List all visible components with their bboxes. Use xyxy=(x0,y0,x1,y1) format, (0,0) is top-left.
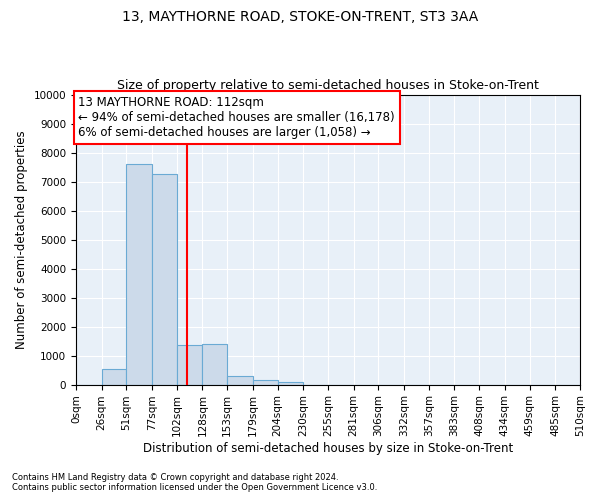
Y-axis label: Number of semi-detached properties: Number of semi-detached properties xyxy=(15,130,28,349)
Bar xyxy=(202,344,227,385)
Bar xyxy=(101,368,127,384)
Bar xyxy=(152,174,177,384)
Bar xyxy=(127,164,152,384)
Text: 13 MAYTHORNE ROAD: 112sqm
← 94% of semi-detached houses are smaller (16,178)
6% : 13 MAYTHORNE ROAD: 112sqm ← 94% of semi-… xyxy=(79,96,395,139)
Title: Size of property relative to semi-detached houses in Stoke-on-Trent: Size of property relative to semi-detach… xyxy=(117,79,539,92)
Bar xyxy=(278,382,303,384)
Text: 13, MAYTHORNE ROAD, STOKE-ON-TRENT, ST3 3AA: 13, MAYTHORNE ROAD, STOKE-ON-TRENT, ST3 … xyxy=(122,10,478,24)
Bar xyxy=(177,346,202,385)
X-axis label: Distribution of semi-detached houses by size in Stoke-on-Trent: Distribution of semi-detached houses by … xyxy=(143,442,513,455)
Text: Contains HM Land Registry data © Crown copyright and database right 2024.
Contai: Contains HM Land Registry data © Crown c… xyxy=(12,473,377,492)
Bar xyxy=(227,376,253,384)
Bar xyxy=(253,380,278,384)
